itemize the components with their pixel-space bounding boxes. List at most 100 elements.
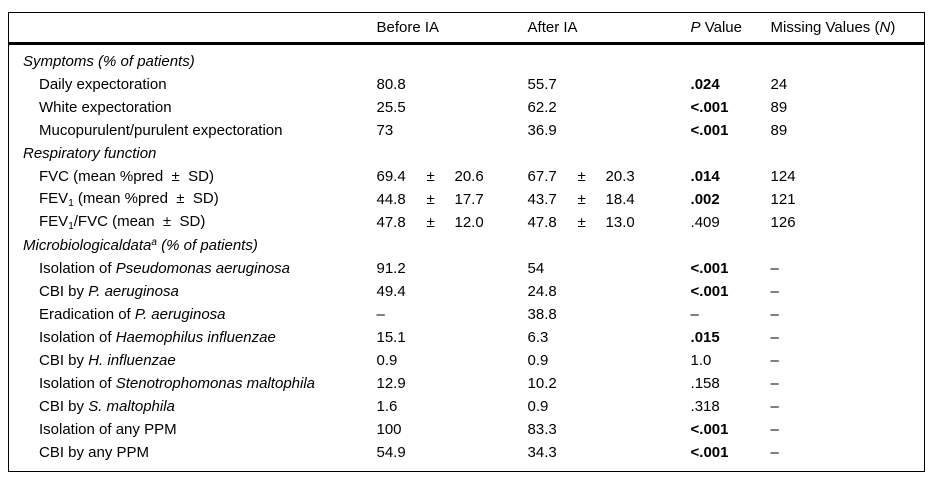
missing-value: – <box>770 398 779 415</box>
after-value: 24.8 <box>527 283 557 300</box>
row-label: FEV1/FVC (mean ± SD) <box>9 211 377 234</box>
table-row: CBI by P. aeruginosa 49.4 24.8 <.001– <box>9 280 925 303</box>
before-sd: 20.6 <box>454 168 484 185</box>
missing-value: 89 <box>770 99 788 116</box>
row-label: White expectoration <box>9 96 377 119</box>
before-value: 100 <box>376 421 402 438</box>
plus-minus-sign: ± <box>577 191 586 208</box>
p-value: .024 <box>690 76 720 93</box>
row-label: Eradication of P. aeruginosa <box>9 303 377 326</box>
before-sd <box>455 372 528 395</box>
text-segment: P. aeruginosa <box>88 283 179 300</box>
text-segment: Respiratory function <box>23 145 157 162</box>
row-label: CBI by H. influenzae <box>9 349 377 372</box>
plus-minus-sign <box>427 73 455 96</box>
before-value: 1.6 <box>376 398 398 415</box>
table-row: CBI by S. maltophila 1.6 0.9.318– <box>9 395 925 418</box>
missing-value: 126 <box>770 214 796 231</box>
before-sd <box>455 418 528 441</box>
before-value: 73 <box>376 122 394 139</box>
row-label: CBI by P. aeruginosa <box>9 280 377 303</box>
plus-minus-sign <box>427 119 455 142</box>
missing-value: 121 <box>770 191 796 208</box>
after-value: 38.8 <box>527 306 557 323</box>
p-value: .409 <box>690 214 720 231</box>
plus-minus-sign: ± <box>426 191 435 208</box>
clinical-data-table: Before IA After IA P Value Missing Value… <box>8 12 926 472</box>
before-value: 80.8 <box>376 76 406 93</box>
before-value: 69.4 <box>376 168 406 185</box>
missing-value: 24 <box>770 76 788 93</box>
after-sd <box>606 326 691 349</box>
p-value: – <box>690 306 699 323</box>
plus-minus-sign <box>427 303 455 326</box>
text-segment: White expectoration <box>39 99 172 116</box>
after-sd <box>606 280 691 303</box>
plus-minus-sign <box>427 372 455 395</box>
after-sd <box>606 119 691 142</box>
plus-minus-sign <box>578 418 606 441</box>
before-sd <box>455 326 528 349</box>
text-segment: a <box>151 237 157 248</box>
table-row: Mucopurulent/purulent expectoration 73 36.… <box>9 119 925 142</box>
missing-value: – <box>770 260 779 277</box>
p-value: <.001 <box>690 122 729 139</box>
after-sd: 18.4 <box>605 191 635 208</box>
plus-minus-sign <box>578 96 606 119</box>
after-sd <box>606 96 691 119</box>
header-after-ia: After IA <box>527 12 691 45</box>
text-segment: S. maltophila <box>88 398 175 415</box>
plus-minus-sign: ± <box>426 168 435 185</box>
text-segment: Haemophilus influenzae <box>115 329 276 346</box>
text-segment: P. aeruginosa <box>134 306 226 323</box>
p-value: <.001 <box>690 444 729 461</box>
after-value: 55.7 <box>527 76 557 93</box>
after-sd <box>606 441 691 472</box>
after-sd <box>606 303 691 326</box>
text-segment: Missing Values ( <box>770 19 880 36</box>
p-value: .158 <box>690 375 720 392</box>
plus-minus-sign <box>578 73 606 96</box>
after-value: 43.7 <box>527 191 557 208</box>
before-sd <box>455 257 528 280</box>
missing-value: – <box>770 283 779 300</box>
table-row: Microbiologicaldataa (% of patients) <box>9 234 925 257</box>
section-label: Respiratory function <box>9 142 925 165</box>
text-segment: CBI by <box>39 283 89 300</box>
text-segment: ) <box>890 19 896 36</box>
text-segment: CBI by <box>39 352 89 369</box>
after-value: 10.2 <box>527 375 557 392</box>
plus-minus-sign <box>578 326 606 349</box>
text-segment: (mean %pred ± SD) <box>73 190 219 207</box>
plus-minus-sign <box>578 119 606 142</box>
header-before-ia: Before IA <box>376 12 528 45</box>
row-label: FVC (mean %pred ± SD) <box>9 165 377 188</box>
before-value: 54.9 <box>376 444 406 461</box>
text-segment: 1 <box>68 198 74 209</box>
after-value: 0.9 <box>527 398 549 415</box>
section-label: Microbiologicaldataa (% of patients) <box>9 234 925 257</box>
before-value: 49.4 <box>376 283 406 300</box>
plus-minus-sign <box>578 349 606 372</box>
row-label: Isolation of Pseudomonas aeruginosa <box>9 257 377 280</box>
after-sd <box>606 349 691 372</box>
p-value: <.001 <box>690 99 729 116</box>
after-value: 54 <box>527 260 545 277</box>
before-sd <box>455 349 528 372</box>
missing-value: – <box>770 375 779 392</box>
table-row: Isolation of Haemophilus influenzae 15.1 6… <box>9 326 925 349</box>
after-sd <box>606 372 691 395</box>
missing-value: – <box>770 306 779 323</box>
before-sd: 17.7 <box>454 191 484 208</box>
text-segment: Value <box>700 19 742 36</box>
text-segment: 1 <box>68 221 74 232</box>
after-value: 62.2 <box>527 99 557 116</box>
plus-minus-sign: ± <box>577 168 586 185</box>
p-value: .014 <box>690 168 720 185</box>
table-body: Symptoms (% of patients) Daily expectorat… <box>9 44 925 472</box>
table-row: Isolation of Pseudomonas aeruginosa 91.2 5… <box>9 257 925 280</box>
table-header: Before IA After IA P Value Missing Value… <box>8 12 925 45</box>
text-segment: FEV <box>39 190 69 207</box>
p-value: <.001 <box>690 283 729 300</box>
before-sd <box>455 395 528 418</box>
